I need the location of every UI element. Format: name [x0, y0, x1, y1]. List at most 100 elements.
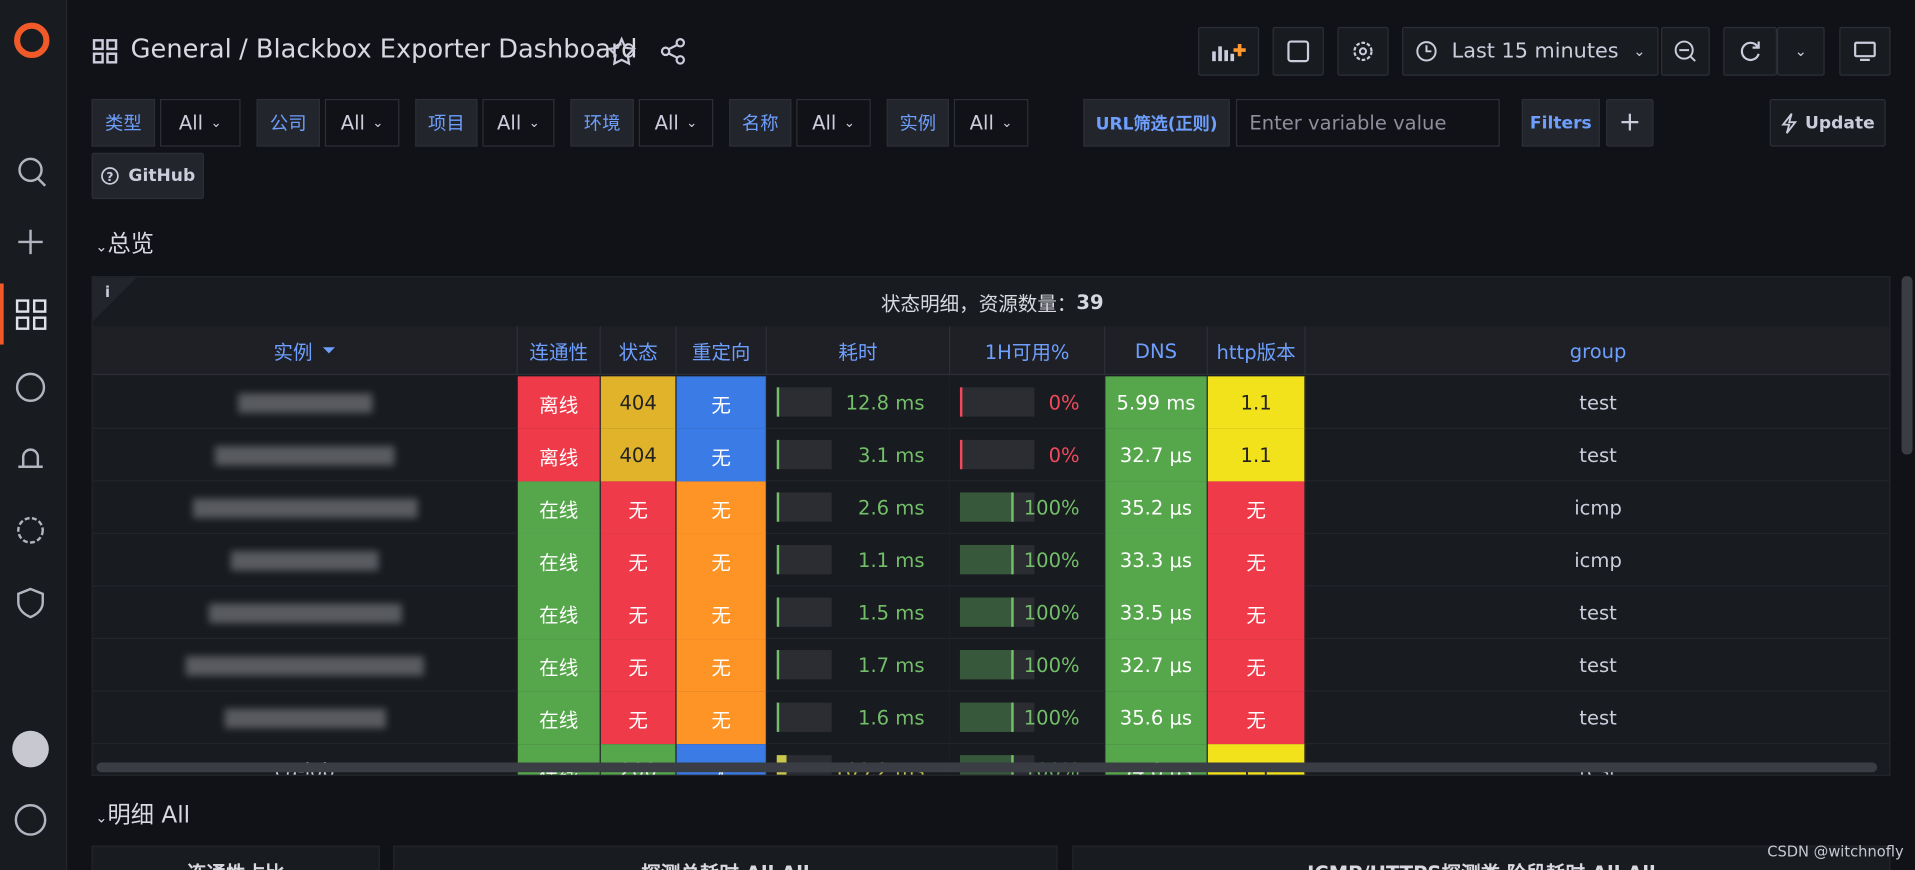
section-title: 总览	[107, 230, 154, 258]
conn-cell: 在线	[517, 586, 601, 640]
dns-cell: 33.5 μs	[1105, 586, 1208, 640]
group-cell: icmp	[1306, 481, 1890, 534]
variable-select[interactable]: All ⌄	[324, 98, 400, 147]
github-link[interactable]: ? GitHub	[91, 152, 204, 200]
variable-value: All	[340, 111, 365, 135]
variable-select[interactable]: All ⌄	[159, 98, 241, 147]
tv-mode[interactable]	[1839, 26, 1891, 76]
column-title: 耗时	[838, 340, 878, 365]
blurred-instance	[192, 497, 418, 518]
variable-value: All	[969, 111, 994, 135]
column-header[interactable]: 连通性	[518, 326, 601, 376]
duration-gauge	[776, 702, 832, 732]
avail-label: 100%	[1023, 548, 1080, 572]
variable-select[interactable]: All ⌄	[482, 98, 555, 147]
instance-cell	[93, 639, 518, 692]
status-cell: 无	[600, 691, 677, 745]
add-icon[interactable]	[18, 229, 43, 255]
column-header[interactable]: 状态	[601, 326, 677, 376]
add-panel[interactable]	[1198, 26, 1260, 76]
detail-panel: 连通性占比	[91, 845, 380, 870]
column-header[interactable]: 重定向	[677, 326, 767, 376]
variable: 环境 All ⌄	[570, 98, 714, 147]
column-header[interactable]: 实例 ⏷	[93, 326, 518, 376]
column-header[interactable]: 耗时	[767, 326, 951, 376]
duration-label: 1.6 ms	[858, 706, 925, 730]
duration-fill	[776, 387, 780, 417]
section-overview[interactable]: ⌄总览	[95, 230, 154, 258]
avail-label: 100%	[1023, 601, 1080, 625]
table-row: 在线无无 33.5 μs 无 1.5 ms 100% test	[92, 586, 1890, 640]
alert-icon[interactable]	[18, 448, 43, 468]
panel-title-text: 状态明细，资源数量：	[880, 292, 1077, 316]
status-cell: 404	[600, 376, 677, 429]
http-cell: 1.1	[1207, 376, 1306, 429]
section-detail[interactable]: ⌄明细 All	[95, 801, 191, 829]
http-cell: 无	[1207, 691, 1306, 745]
variable-label: 环境	[570, 98, 634, 147]
column-header[interactable]: 1H可用%	[950, 326, 1106, 376]
avail-edge	[959, 439, 963, 470]
info-corner[interactable]: i	[92, 277, 142, 326]
add-filter[interactable]: +	[1606, 98, 1654, 147]
time-picker[interactable]: Last 15 minutes ⌄	[1402, 26, 1659, 76]
filters-button[interactable]: Filters	[1521, 98, 1600, 147]
table-row: 在线无无 33.3 μs 无 1.1 ms 100% icmp	[92, 533, 1890, 587]
duration-gauge	[776, 650, 832, 680]
dns-cell: 32.7 μs	[1105, 428, 1208, 482]
column-header[interactable]: group	[1306, 326, 1890, 375]
search-icon[interactable]	[18, 157, 43, 183]
column-header[interactable]: DNS	[1105, 326, 1208, 376]
help-icon[interactable]	[14, 804, 47, 836]
github-label: GitHub	[128, 166, 196, 186]
detail-panel: 探测总耗时 All All	[393, 845, 1058, 870]
variable-value: All	[178, 111, 204, 135]
blurred-instance	[214, 445, 395, 465]
avail-edge	[959, 387, 963, 417]
zoom-out[interactable]	[1660, 26, 1710, 76]
status-cell: 无	[600, 533, 677, 587]
table-row: 离线 404 无 5.99 ms 1.1 12.8 ms 0% test	[92, 376, 1890, 429]
logo[interactable]	[14, 22, 50, 59]
folder-link[interactable]: General	[130, 34, 232, 64]
variable-value: All	[654, 111, 679, 135]
column-header[interactable]: http版本	[1208, 326, 1306, 376]
avail-gauge	[959, 387, 1035, 417]
avail-gauge	[959, 702, 1035, 732]
update-button[interactable]: Update	[1769, 98, 1886, 147]
variable-select[interactable]: All ⌄	[796, 98, 871, 147]
dns-cell: 35.2 μs	[1105, 481, 1208, 534]
settings[interactable]	[1337, 26, 1389, 76]
share[interactable]	[660, 38, 686, 65]
v-scrollbar[interactable]	[1901, 276, 1913, 455]
avail-cell: 100%	[950, 481, 1106, 534]
config-icon[interactable]	[17, 516, 44, 544]
avail-gauge	[959, 544, 1035, 575]
redirect-cell: 无	[676, 481, 767, 534]
variable-select[interactable]: All ⌄	[638, 98, 714, 147]
explore-icon[interactable]	[15, 372, 46, 403]
sidebar-icons	[0, 22, 50, 836]
duration-label: 12.8 ms	[845, 391, 925, 415]
avail-edge	[1011, 492, 1014, 522]
h-scrollbar[interactable]	[96, 762, 1878, 773]
section-title: 明细 All	[107, 801, 191, 829]
column-title: 1H可用%	[984, 340, 1070, 365]
save[interactable]	[1272, 26, 1324, 76]
avail-cell: 100%	[950, 691, 1106, 745]
duration-gauge	[776, 544, 832, 575]
redirect-cell: 无	[676, 586, 767, 640]
url-filter-input[interactable]: Enter variable value	[1235, 98, 1500, 147]
group-cell: test	[1306, 376, 1890, 429]
star[interactable]	[608, 36, 637, 66]
avatar[interactable]	[12, 730, 49, 768]
variable-select[interactable]: All ⌄	[953, 98, 1029, 147]
duration-cell: 3.1 ms	[767, 428, 951, 482]
refresh[interactable]	[1723, 26, 1777, 76]
dashboards-icon[interactable]	[15, 299, 47, 330]
avail-fill	[959, 492, 1014, 522]
refresh-interval[interactable]: ⌄	[1776, 26, 1825, 76]
shield-icon[interactable]	[17, 587, 44, 619]
caret: ⌄	[686, 114, 698, 131]
avail-edge	[1011, 702, 1014, 732]
